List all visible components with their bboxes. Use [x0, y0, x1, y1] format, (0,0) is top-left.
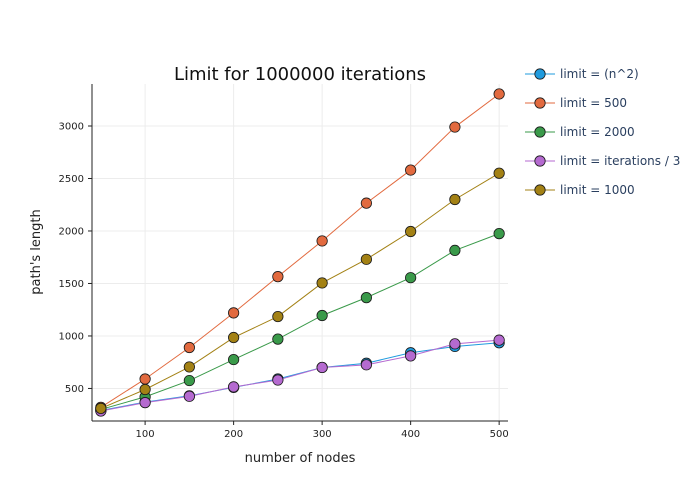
series-4: [95, 334, 505, 417]
legend-marker: [534, 155, 546, 167]
legend-item: limit = 500: [525, 96, 627, 110]
x-tick-label: 300: [313, 429, 332, 440]
legend: limit = (n^2) limit = 500 limit = 2000 limi…: [525, 67, 680, 197]
data-point: [139, 373, 151, 385]
data-point: [183, 341, 195, 354]
data-point: [316, 361, 328, 374]
legend-marker: [534, 68, 546, 80]
data-point: [139, 397, 151, 409]
y-tick-label: 3000: [59, 121, 84, 132]
series-5: [95, 167, 505, 415]
data-point: [360, 253, 372, 265]
legend-marker: [534, 97, 546, 109]
data-point: [449, 193, 461, 206]
data-point: [493, 228, 505, 240]
data-point: [405, 350, 417, 362]
ticks: 100 200 300 400 500 500 1000 1500 2000 2500 3000: [59, 121, 509, 440]
x-tick-label: 400: [401, 429, 420, 440]
data-point: [272, 271, 284, 283]
data-point: [228, 307, 240, 319]
data-point: [316, 235, 328, 247]
data-point: [360, 197, 372, 209]
data-point: [449, 121, 461, 133]
legend-label: limit = 1000: [560, 183, 635, 197]
series-1: [95, 337, 505, 417]
legend-label: limit = 2000: [560, 125, 635, 139]
x-tick-label: 200: [224, 429, 243, 440]
data-point: [228, 331, 240, 344]
data-point: [272, 310, 284, 323]
legend-item: limit = 2000: [525, 125, 635, 139]
data-point: [360, 292, 372, 304]
y-tick-label: 2000: [59, 226, 84, 237]
series-3: [95, 228, 505, 416]
data-point: [272, 333, 284, 345]
series-2: [95, 88, 505, 413]
series-line: [100, 339, 500, 412]
data-point: [183, 361, 195, 373]
grid: [92, 84, 508, 421]
y-tick-label: 2500: [59, 174, 84, 185]
chart-title: Limit for 1000000 iterations: [174, 64, 426, 85]
data-point: [405, 272, 417, 284]
data-point: [228, 381, 240, 393]
data-point: [183, 390, 195, 402]
data-point: [316, 277, 328, 289]
data-point: [493, 334, 505, 346]
data-point: [493, 167, 505, 179]
data-point: [316, 309, 328, 322]
legend-item: limit = 1000: [525, 183, 635, 197]
legend-marker: [534, 184, 546, 196]
data-point: [360, 359, 372, 371]
series-line: [100, 233, 500, 410]
series-line: [100, 172, 500, 409]
data-point: [449, 244, 461, 257]
axes: [91, 84, 508, 422]
data-point: [493, 88, 505, 100]
data-point: [405, 164, 417, 176]
x-axis-title: number of nodes: [245, 451, 356, 466]
data-point: [139, 383, 151, 396]
legend-item: limit = (n^2): [525, 67, 639, 81]
y-tick-label: 1000: [59, 331, 84, 342]
series-line: [100, 93, 500, 408]
y-tick-label: 1500: [59, 279, 84, 290]
data-point: [95, 402, 107, 415]
y-tick-label: 500: [65, 384, 84, 395]
legend-item: limit = iterations / 3: [525, 154, 680, 168]
data-point: [405, 225, 417, 238]
x-tick-label: 100: [136, 429, 155, 440]
legend-label: limit = 500: [560, 96, 627, 110]
series-layer: [95, 88, 505, 417]
legend-label: limit = (n^2): [560, 67, 639, 81]
data-point: [449, 338, 461, 350]
data-point: [272, 374, 284, 386]
data-point: [228, 353, 240, 366]
data-point: [183, 374, 195, 387]
x-tick-label: 500: [490, 429, 509, 440]
y-axis-title: path's length: [29, 209, 44, 294]
legend-label: limit = iterations / 3: [560, 154, 680, 168]
legend-marker: [534, 126, 546, 138]
